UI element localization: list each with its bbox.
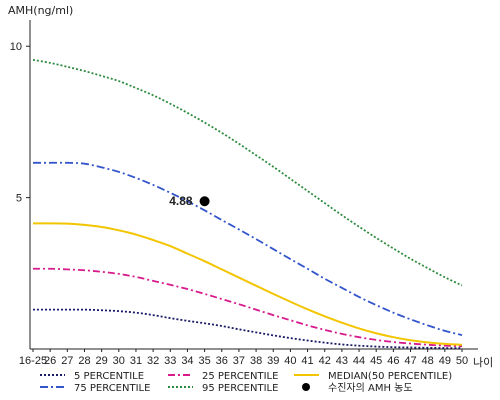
- legend-label: 95 PERCENTILE: [202, 383, 278, 394]
- legend-label: MEDIAN(50 PERCENTILE): [328, 371, 452, 382]
- patient-amh-value-label: 4.88: [169, 194, 193, 208]
- x-tick-label: 33: [164, 355, 176, 367]
- x-tick-label: 27: [61, 355, 73, 367]
- legend-label: 25 PERCENTILE: [202, 371, 278, 382]
- legend-label: 수진자의 AMH 농도: [328, 382, 413, 394]
- x-tick-label: 35: [198, 355, 210, 367]
- y-tick-label: 10: [10, 41, 22, 53]
- x-axis-title: 나이: [473, 356, 493, 369]
- x-tick-label: 43: [336, 355, 348, 367]
- patient-marker-group: 4.88: [169, 194, 210, 208]
- x-tick-label: 28: [78, 355, 90, 367]
- x-tick-label: 26: [44, 355, 56, 367]
- x-tick-label: 46: [387, 355, 399, 367]
- legend-label: 75 PERCENTILE: [74, 383, 150, 394]
- series-line-median-50-percentile: [32, 222, 463, 346]
- series-lines: [32, 58, 463, 350]
- x-tick-label: 40: [284, 355, 296, 367]
- series-line-25-percentile: [32, 267, 463, 348]
- x-tick-label: 34: [181, 355, 193, 367]
- x-tick-label: 48: [422, 355, 434, 367]
- series-line-5-percentile: [33, 308, 463, 350]
- y-tick-label: 5: [16, 193, 22, 205]
- x-tick-label: 39: [267, 355, 279, 367]
- x-tick-label: 49: [439, 355, 451, 367]
- x-tick-label: 41: [301, 355, 313, 367]
- axes: AMH(ng/ml) 나이: [8, 4, 493, 369]
- x-tick-label: 45: [370, 355, 382, 367]
- x-tick-label: 38: [250, 355, 262, 367]
- legend-swatch-patient-dot: [302, 383, 310, 391]
- x-tick-label: 47: [404, 355, 416, 367]
- series-line-95-percentile: [32, 58, 463, 287]
- series-line-75-percentile: [33, 161, 463, 336]
- x-tick-label: 37: [233, 355, 245, 367]
- legend-label: 5 PERCENTILE: [74, 371, 144, 382]
- x-tick-label: 31: [130, 355, 142, 367]
- x-tick-label: 44: [353, 355, 365, 367]
- x-tick-label: 50: [456, 355, 468, 367]
- legend: 5 PERCENTILE 25 PERCENTILE MEDIAN(50 PERCE…: [40, 371, 452, 394]
- x-tick-label: 42: [319, 355, 331, 367]
- y-ticks: 5 10: [10, 41, 30, 205]
- x-tick-label: 30: [113, 355, 125, 367]
- y-axis-title: AMH(ng/ml): [8, 4, 73, 17]
- x-tick-label: 29: [96, 355, 108, 367]
- x-tick-label: 36: [216, 355, 228, 367]
- patient-amh-point: [199, 196, 210, 207]
- x-tick-label: 16-25: [19, 355, 47, 367]
- x-tick-label: 32: [147, 355, 159, 367]
